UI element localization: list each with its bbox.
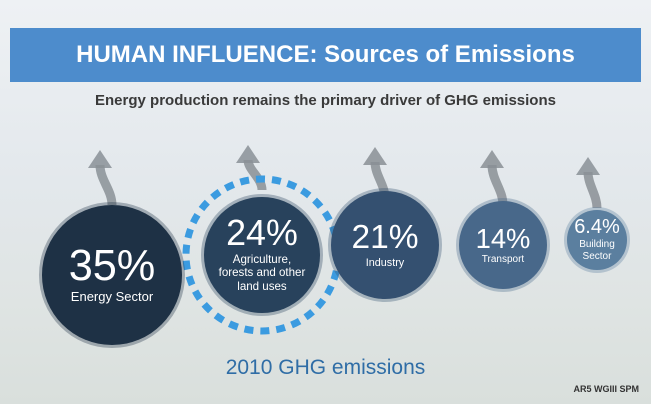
bubble: 35% Energy Sector	[42, 205, 182, 345]
source: AR5 WGIII SPM	[573, 384, 639, 394]
arrow	[95, 164, 117, 206]
title-bar: HUMAN INFLUENCE: Sources of Emissions	[10, 28, 641, 82]
arrow	[243, 159, 267, 191]
category-label: Transport	[481, 253, 525, 265]
arrow	[583, 171, 602, 209]
arrow-head	[88, 150, 112, 168]
category-label: Building Sector	[579, 239, 615, 262]
arrow-head	[236, 145, 260, 163]
title: HUMAN INFLUENCE: Sources of Emissions	[76, 41, 575, 68]
subtitle: Energy production remains the primary dr…	[95, 92, 556, 109]
arrow-head	[480, 150, 504, 168]
caption: 2010 GHG emissions	[225, 356, 426, 379]
bubble: 14% Transport	[458, 200, 548, 290]
bubble: 6.4% Building Sector	[567, 210, 627, 270]
category-label: Agriculture, forests and other land uses	[218, 253, 306, 293]
value-label: 24%	[226, 213, 298, 254]
category-label: Energy Sector	[70, 289, 154, 305]
value-label: 21%	[351, 219, 419, 257]
category-label: Industry	[365, 256, 405, 269]
arrow	[487, 164, 508, 206]
arrow-head	[576, 157, 600, 175]
bubble: 24% Agriculture, forests and other land u…	[204, 197, 320, 313]
value-label: 35%	[68, 241, 156, 290]
bubble: 21% Industry	[330, 190, 440, 300]
value-label: 14%	[475, 222, 531, 254]
arrow-head	[363, 147, 387, 165]
value-label: 6.4%	[574, 216, 620, 239]
